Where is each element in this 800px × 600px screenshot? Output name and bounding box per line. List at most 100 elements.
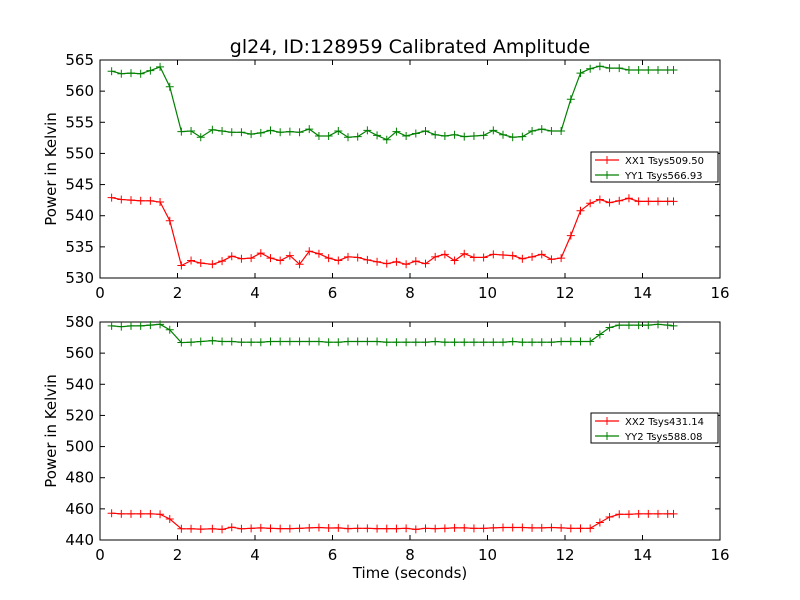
legend-marker [603, 156, 611, 164]
y-tick-label: 500 [65, 438, 94, 456]
data-point [547, 523, 556, 532]
legend-label: XX1 Tsys509.50 [625, 156, 704, 167]
data-point [499, 250, 507, 259]
data-point [460, 132, 469, 141]
data-point [440, 524, 449, 533]
data-point [469, 524, 478, 533]
y-tick-label: 440 [65, 531, 94, 549]
data-point [334, 256, 343, 265]
data-point [266, 254, 275, 263]
x-tick-label: 6 [328, 284, 338, 302]
data-point [634, 197, 643, 206]
data-point [411, 257, 420, 266]
legend: XX2 Tsys431.14 YY2 Tsys588.08 [590, 412, 719, 444]
data-point [411, 129, 420, 138]
data-point [605, 323, 614, 332]
data-point [557, 254, 566, 263]
data-point [460, 338, 469, 347]
legend-frame [590, 151, 719, 183]
data-point [237, 254, 246, 263]
data-point [295, 337, 304, 346]
data-point [107, 509, 116, 518]
data-point [266, 524, 275, 533]
top-plot: 0 2 4 6 8 10 12 14 16 530 535 540 545 550 555 560 565 Pow… [42, 51, 730, 302]
data-point [373, 337, 382, 346]
y-tick-label: 540 [65, 207, 94, 225]
y-tick-label: 560 [65, 344, 94, 362]
data-point [256, 523, 265, 532]
data-point [669, 197, 678, 206]
data-point [117, 322, 126, 331]
x-tick-label: 6 [328, 546, 338, 564]
data-point [392, 338, 401, 347]
data-point [256, 338, 265, 347]
data-point [421, 127, 430, 136]
data-point [227, 523, 236, 532]
data-point [402, 131, 411, 140]
data-point [208, 524, 217, 533]
data-point [227, 337, 236, 346]
data-point [156, 320, 165, 329]
data-point [218, 127, 227, 136]
data-point [187, 256, 196, 265]
data-point [196, 337, 205, 346]
chart-title: gl24, ID:128959 Calibrated Amplitude [230, 36, 590, 58]
y-axis-label: Power in Kelvin [42, 374, 60, 488]
data-point [314, 337, 323, 346]
data-point [156, 198, 165, 207]
data-point [276, 337, 285, 346]
data-point [247, 254, 256, 263]
data-point [196, 133, 205, 142]
data-point [460, 523, 469, 532]
data-point [156, 510, 165, 519]
data-point [586, 64, 595, 73]
data-point [402, 524, 411, 533]
data-point [469, 338, 478, 347]
data-point [218, 337, 227, 346]
data-point [431, 252, 440, 261]
data-point [136, 509, 145, 518]
data-point [669, 509, 678, 518]
data-point [127, 196, 135, 205]
data-point [117, 195, 126, 204]
data-point [450, 523, 459, 532]
data-point [382, 259, 391, 268]
data-point [557, 127, 566, 136]
data-point [518, 523, 527, 532]
data-point [431, 524, 440, 533]
data-point [146, 66, 155, 75]
data-point [363, 337, 372, 346]
data-point [305, 337, 314, 346]
data-point [566, 524, 575, 533]
data-point [518, 132, 527, 141]
data-point [324, 524, 333, 533]
data-point [634, 321, 643, 330]
data-point [285, 524, 294, 533]
data-point [107, 193, 116, 202]
data-point [344, 524, 352, 533]
data-point [489, 523, 498, 532]
data-point [450, 130, 459, 139]
data-point [344, 252, 352, 261]
data-point [460, 249, 469, 258]
data-point [440, 250, 449, 259]
data-point [450, 256, 459, 265]
data-point [469, 131, 478, 140]
data-point [576, 524, 585, 533]
data-point [586, 199, 595, 208]
data-point [227, 252, 236, 261]
data-point [334, 523, 343, 532]
data-point [165, 325, 174, 334]
data-point [605, 198, 614, 207]
data-point [615, 64, 624, 73]
data-point [334, 338, 343, 347]
data-point [440, 131, 449, 140]
data-point [314, 249, 323, 258]
data-point [373, 257, 382, 266]
data-point [654, 197, 662, 206]
data-point [237, 524, 246, 533]
data-point [146, 509, 155, 518]
data-point [285, 251, 294, 260]
data-point [605, 64, 614, 73]
